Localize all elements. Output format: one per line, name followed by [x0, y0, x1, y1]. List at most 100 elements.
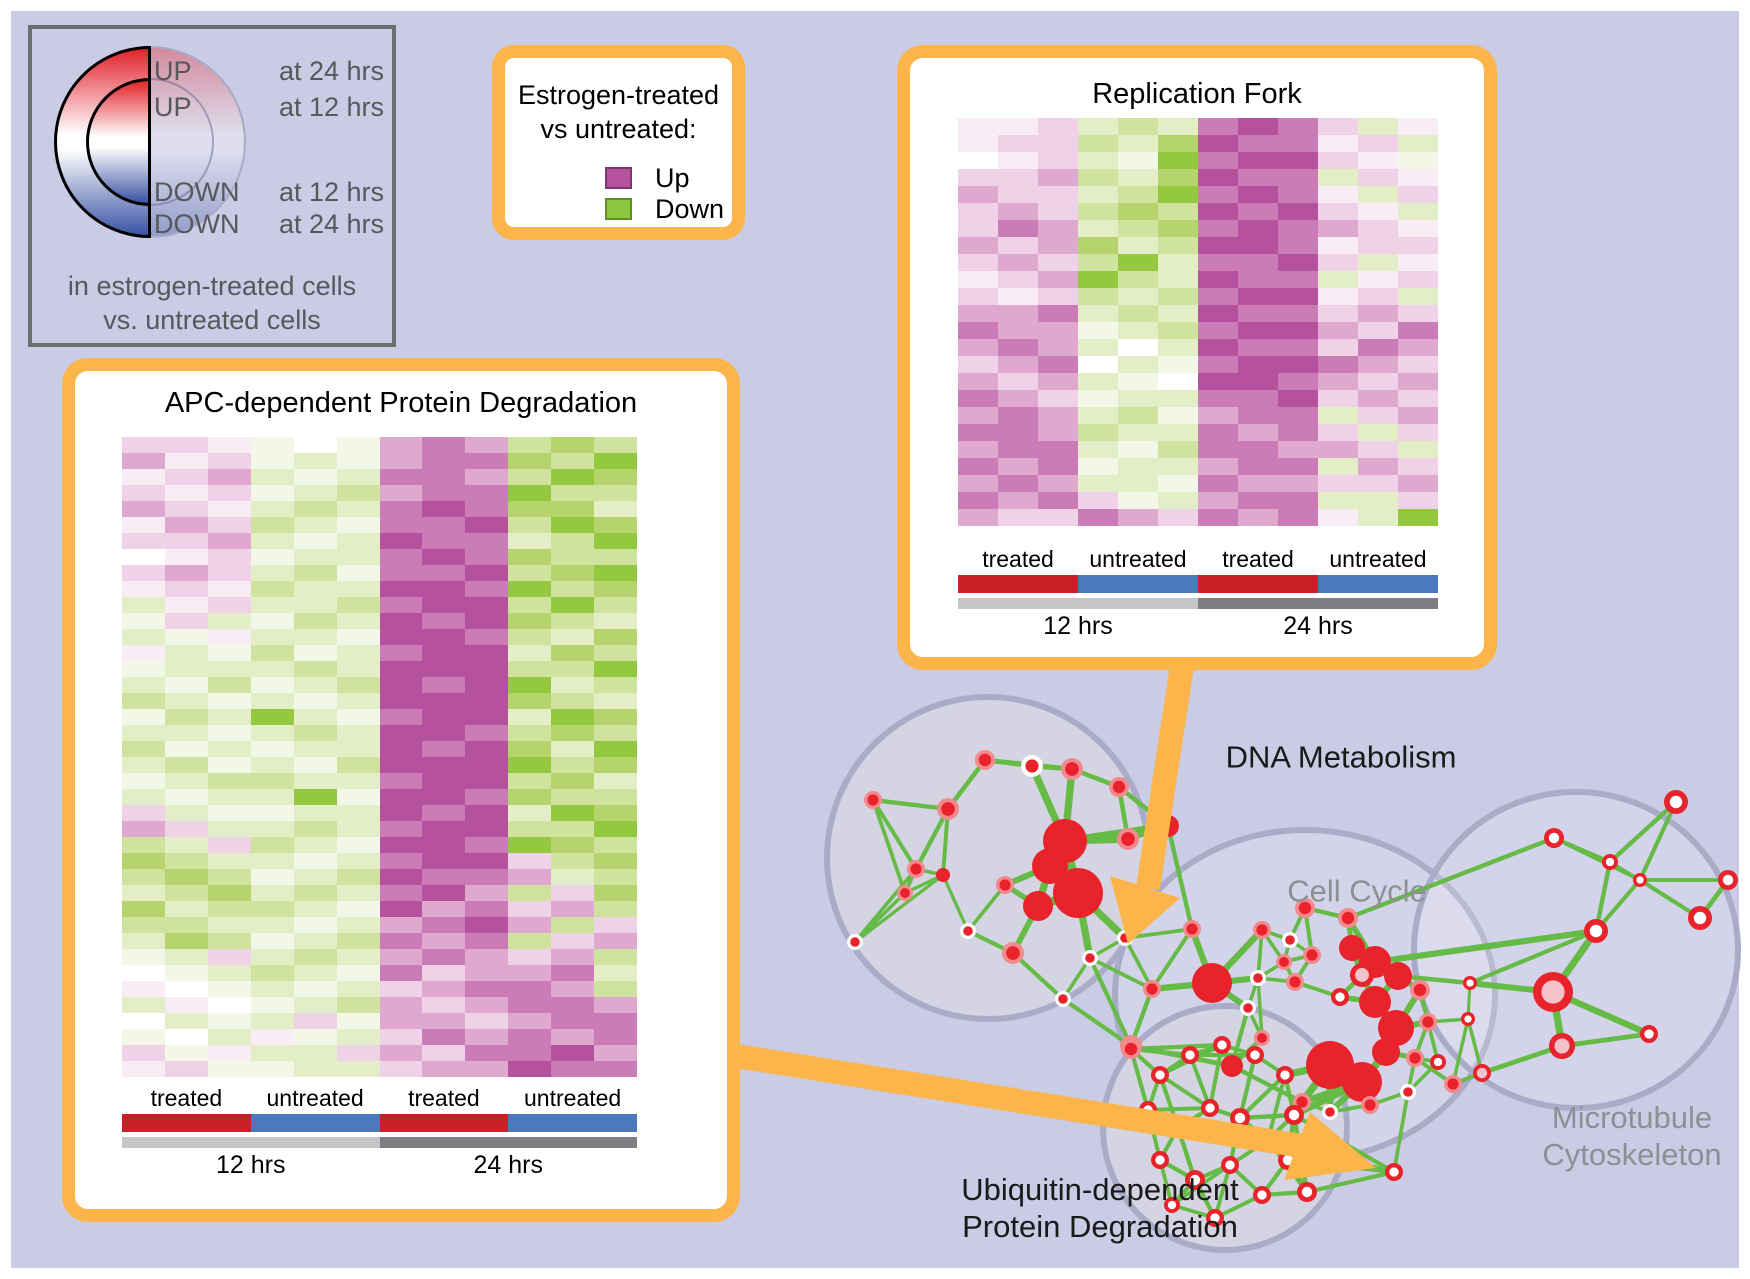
heatmap-cell	[122, 437, 165, 453]
heatmap-cell	[250, 485, 294, 501]
heatmap-cell	[998, 152, 1038, 169]
heatmap-cell	[164, 981, 208, 997]
heatmap-cell	[958, 373, 998, 390]
heatmap-cell	[1198, 237, 1238, 254]
heatmap-cell	[1398, 220, 1438, 237]
heatmap-cell	[122, 949, 165, 965]
heatmap-cell	[465, 949, 509, 965]
heatmap-cell	[122, 597, 165, 613]
heatmap-cell	[1118, 407, 1158, 424]
panel-replication-fork: Replication Fork treated untreated treated…	[897, 45, 1497, 670]
heatmap-cell	[1278, 305, 1318, 322]
heatmap-cell	[122, 1045, 165, 1061]
heatmap-cell	[1078, 475, 1118, 492]
heatmap-cell	[1198, 288, 1238, 305]
heatmap-cell	[508, 645, 552, 661]
gene-node	[1032, 848, 1068, 884]
heatmap-cell	[164, 581, 208, 597]
heatmap-cell	[422, 965, 466, 981]
heatmap-cell	[958, 135, 998, 152]
heatmap-cell	[998, 492, 1038, 509]
heatmap-cell	[207, 1029, 251, 1045]
heatmap-cell	[1238, 220, 1278, 237]
heatmap-cell	[122, 933, 165, 949]
gene-node	[1372, 1038, 1400, 1066]
heatmap-cell	[422, 533, 466, 549]
heatmap-cell	[1238, 271, 1278, 288]
heatmap-cell	[1118, 424, 1158, 441]
panel-title: Replication Fork	[1092, 78, 1302, 110]
heatmap-cell	[250, 773, 294, 789]
heatmap-cell	[551, 453, 595, 469]
heatmap-cell	[1078, 288, 1118, 305]
heatmap-cell	[508, 677, 552, 693]
heatmap-cell	[1118, 373, 1158, 390]
heatmap-cell	[1318, 322, 1358, 339]
heatmap-cell	[1398, 407, 1438, 424]
heatmap-cell	[1198, 135, 1238, 152]
heatmap-cell	[250, 565, 294, 581]
network-edge	[1481, 1043, 1563, 1076]
heatmap-cell	[1238, 288, 1278, 305]
heatmap-cell	[551, 741, 595, 757]
heatmap-cell	[336, 757, 380, 773]
heatmap-cell	[594, 1061, 637, 1077]
heatmap-cell	[551, 645, 595, 661]
heatmap-cell	[465, 533, 509, 549]
heatmap-cell	[1198, 492, 1238, 509]
heatmap-cell	[594, 677, 637, 693]
heatmap-cell	[1118, 135, 1158, 152]
heatmap-cell	[1238, 424, 1278, 441]
gene-node-center	[1548, 832, 1560, 844]
heatmap-cell	[336, 485, 380, 501]
heatmap-cell	[250, 885, 294, 901]
heatmap-cell	[164, 997, 208, 1013]
heatmap-cell	[207, 933, 251, 949]
heatmap-cell	[207, 533, 251, 549]
arrow-apc-to-ubiquitin-shaft	[734, 1044, 1304, 1158]
heatmap-cell	[594, 565, 637, 581]
heatmap-cell	[1158, 424, 1198, 441]
heatmap-cell	[1358, 339, 1398, 356]
gene-node-core	[1121, 832, 1135, 846]
gene-node-core	[1124, 1042, 1138, 1056]
heatmap-cell	[1398, 373, 1438, 390]
heatmap-cell	[207, 789, 251, 805]
ring-legend-box: UP at 24 hrs UP at 12 hrs DOWN at 12 hrs…	[28, 25, 396, 347]
heatmap-cell	[1118, 288, 1158, 305]
gene-node-center	[1185, 1050, 1195, 1060]
heatmap-cell	[1358, 407, 1398, 424]
heatmap-cell	[465, 981, 509, 997]
heatmap-cell	[250, 533, 294, 549]
heatmap-cell	[465, 709, 509, 725]
heatmap-cell	[1198, 186, 1238, 203]
heatmap-cell	[207, 1045, 251, 1061]
heatmap-cell	[293, 949, 337, 965]
heatmap-cell	[164, 693, 208, 709]
heatmap-cell	[551, 581, 595, 597]
heatmap-cell	[250, 917, 294, 933]
heatmap-cell	[293, 853, 337, 869]
heatmap-cell	[207, 773, 251, 789]
arrow-replication-fork-to-dna-metabolism-head	[1110, 876, 1180, 944]
heatmap-cell	[465, 885, 509, 901]
time-bars-row	[958, 598, 1438, 609]
heatmap-cell	[207, 869, 251, 885]
gene-node	[1384, 962, 1412, 990]
heatmap-cell	[998, 407, 1038, 424]
heatmap-cell	[1118, 339, 1158, 356]
heatmap-axis: treated untreated treated untreated 12 hrs 2…	[958, 546, 1438, 641]
heatmap-cell	[293, 581, 337, 597]
treatment-bar	[250, 1114, 380, 1132]
heatmap-cell	[293, 933, 337, 949]
heatmap-cell	[336, 1013, 380, 1029]
heatmap-cell	[336, 869, 380, 885]
heatmap-cell	[465, 629, 509, 645]
gene-node-center	[1217, 1040, 1227, 1050]
gene-node	[1053, 868, 1103, 918]
heatmap-cell	[551, 549, 595, 565]
heatmap-cell	[336, 1061, 380, 1077]
heatmap-cell	[1078, 118, 1118, 135]
heatmap-cell	[508, 549, 552, 565]
heatmap-cell	[1038, 390, 1078, 407]
